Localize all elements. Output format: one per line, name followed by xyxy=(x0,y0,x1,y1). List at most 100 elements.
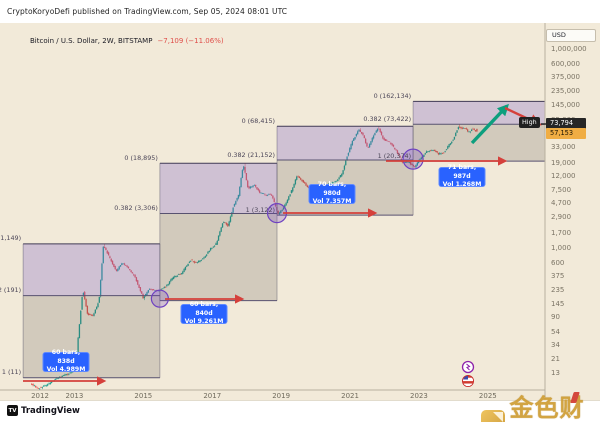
projection-up-arrow[interactable] xyxy=(470,103,509,145)
candle-body xyxy=(37,388,40,389)
price-tick-label: 2,900 xyxy=(551,213,572,222)
candle-body xyxy=(272,195,274,199)
candle-body xyxy=(217,235,220,241)
candle-body xyxy=(306,185,308,188)
candle-body xyxy=(378,128,380,130)
candle-body xyxy=(432,150,434,152)
chip-bars-line: 60 bars, 840d xyxy=(189,301,219,317)
candle-body xyxy=(221,223,224,228)
candle-body xyxy=(298,176,301,179)
candle-body xyxy=(190,260,192,262)
year-tick-label[interactable]: 2019 xyxy=(272,392,291,400)
price-axis-unit-button[interactable]: USD xyxy=(546,29,596,42)
year-tick-label[interactable]: 2023 xyxy=(410,392,428,400)
candle-body xyxy=(82,293,85,296)
candle-body xyxy=(57,378,59,379)
candle-body xyxy=(464,128,466,129)
candle-body xyxy=(330,183,332,184)
bars-volume-chip[interactable]: 60 bars, 840d Vol 9.261M xyxy=(180,301,228,325)
candle-body xyxy=(122,263,124,265)
candle-body xyxy=(372,135,375,139)
candle-body xyxy=(130,270,132,273)
bars-volume-chip[interactable]: 71 bars, 987d Vol 1.268M xyxy=(438,164,486,189)
candle-body xyxy=(350,144,352,150)
year-tick-label[interactable]: 2017 xyxy=(203,392,222,400)
price-tick-label: 4,700 xyxy=(551,199,572,208)
candle-body xyxy=(90,314,93,316)
candle-body xyxy=(247,180,249,188)
candle-body xyxy=(347,153,350,156)
candle-body xyxy=(447,146,449,149)
candle-body xyxy=(402,161,404,163)
fib-retracement-boxes[interactable] xyxy=(22,100,546,379)
candle-body xyxy=(211,247,213,249)
candle-body xyxy=(302,180,305,183)
candle-body xyxy=(209,248,212,251)
candles xyxy=(31,124,478,390)
chip-volume-line: Vol 1.268M xyxy=(442,181,482,189)
candle-body xyxy=(117,269,119,271)
candle-body xyxy=(245,173,248,181)
candle-body xyxy=(292,187,294,192)
candle-body xyxy=(264,193,266,195)
candle-body xyxy=(244,166,246,173)
year-tick-label[interactable]: 2013 xyxy=(65,392,84,400)
year-tick-label[interactable]: 2025 xyxy=(478,392,497,400)
candle-body xyxy=(337,179,339,182)
purple-bolt-sticker-icon[interactable] xyxy=(461,360,475,374)
candle-body xyxy=(155,289,157,291)
candle-body xyxy=(107,252,110,256)
candle-body xyxy=(233,203,236,207)
tradingview-logo[interactable]: TV TradingView xyxy=(7,405,80,416)
year-tick-label[interactable]: 2021 xyxy=(341,392,359,400)
candle-body xyxy=(45,385,47,387)
candle-body xyxy=(133,274,135,276)
candle-body xyxy=(256,187,258,190)
candle-body xyxy=(129,269,131,271)
fib-zone-0-382[interactable] xyxy=(23,243,160,296)
candle-body xyxy=(467,129,469,132)
candle-body xyxy=(459,126,461,128)
bars-volume-chip[interactable]: 70 bars, 980d Vol 7.357M xyxy=(308,181,356,205)
fib-zone-0-382[interactable] xyxy=(413,101,545,125)
candle-body xyxy=(358,129,360,132)
candle-body xyxy=(431,150,433,151)
annotations[interactable] xyxy=(23,103,542,387)
candle-body xyxy=(248,186,250,189)
fib-zone-382-1[interactable] xyxy=(413,124,545,162)
candle-body xyxy=(268,194,270,196)
candle-body xyxy=(297,175,299,177)
candle-body xyxy=(44,385,46,387)
candle-body xyxy=(33,385,36,387)
bars-volume-chip[interactable]: 60 bars, 838d Vol 4.989M xyxy=(42,349,90,373)
candle-body xyxy=(424,153,426,155)
candle-body xyxy=(192,261,195,263)
price-tick-label: 235 xyxy=(551,285,565,294)
candle-body xyxy=(152,289,155,290)
candle-body xyxy=(423,154,425,157)
candle-body xyxy=(249,186,252,189)
flag-sticker-icon[interactable] xyxy=(462,375,474,387)
fib-zone-0-382[interactable] xyxy=(277,126,414,161)
candle-body xyxy=(269,193,271,195)
candle-body xyxy=(200,260,202,261)
candle-body xyxy=(427,151,429,152)
candle-body xyxy=(199,260,201,262)
symbol-legend[interactable]: Bitcoin / U.S. Dollar, 2W, BITSTAMP −7,10… xyxy=(30,37,224,45)
candle-body xyxy=(363,135,365,139)
year-tick-label[interactable]: 2015 xyxy=(134,392,153,400)
candle-body xyxy=(407,161,409,163)
candle-body xyxy=(40,387,42,388)
candle-body xyxy=(384,139,387,141)
candle-body xyxy=(333,182,335,183)
candle-body xyxy=(138,284,140,288)
fib-zone-0-382[interactable] xyxy=(159,163,278,214)
candle-body xyxy=(364,138,367,143)
candle-body xyxy=(94,309,96,314)
candle-body xyxy=(286,199,289,203)
fib-zone-382-1[interactable] xyxy=(159,213,278,301)
cycle-low-circle[interactable] xyxy=(402,148,424,170)
year-tick-label[interactable]: 2012 xyxy=(31,392,49,400)
candle-body xyxy=(429,150,432,152)
